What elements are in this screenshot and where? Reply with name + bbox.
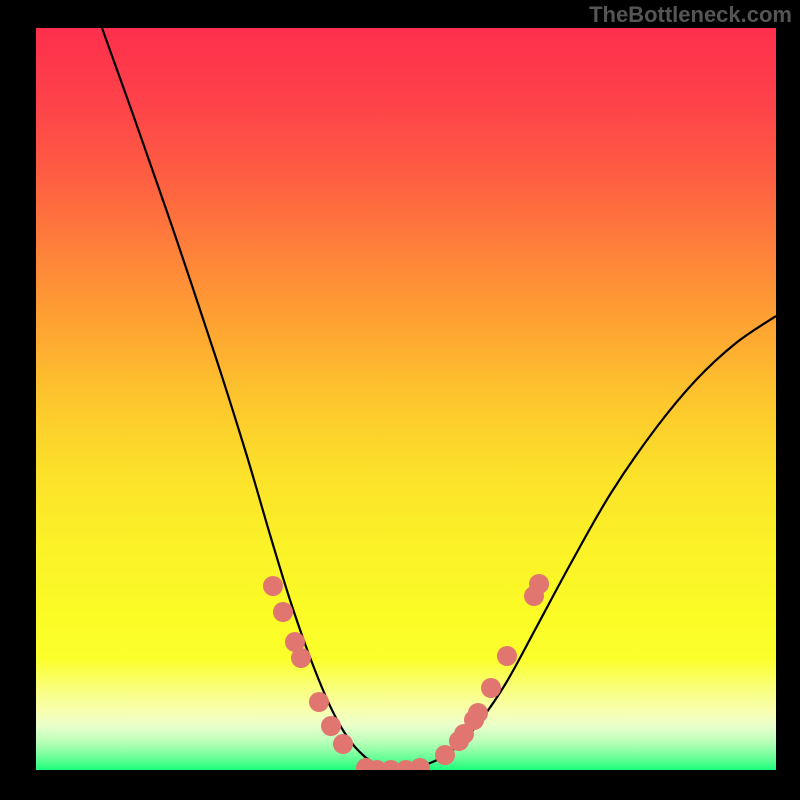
marker-point xyxy=(529,574,549,594)
marker-point xyxy=(333,734,353,754)
gradient-background xyxy=(36,28,776,770)
marker-point xyxy=(497,646,517,666)
marker-point xyxy=(263,576,283,596)
marker-point xyxy=(291,648,311,668)
chart-container: TheBottleneck.com xyxy=(0,0,800,800)
marker-point xyxy=(273,602,293,622)
marker-point xyxy=(321,716,341,736)
plot-svg xyxy=(36,28,776,770)
marker-point xyxy=(481,678,501,698)
watermark-text: TheBottleneck.com xyxy=(589,2,792,28)
marker-point xyxy=(309,692,329,712)
plot-area xyxy=(36,28,776,770)
marker-point xyxy=(468,703,488,723)
